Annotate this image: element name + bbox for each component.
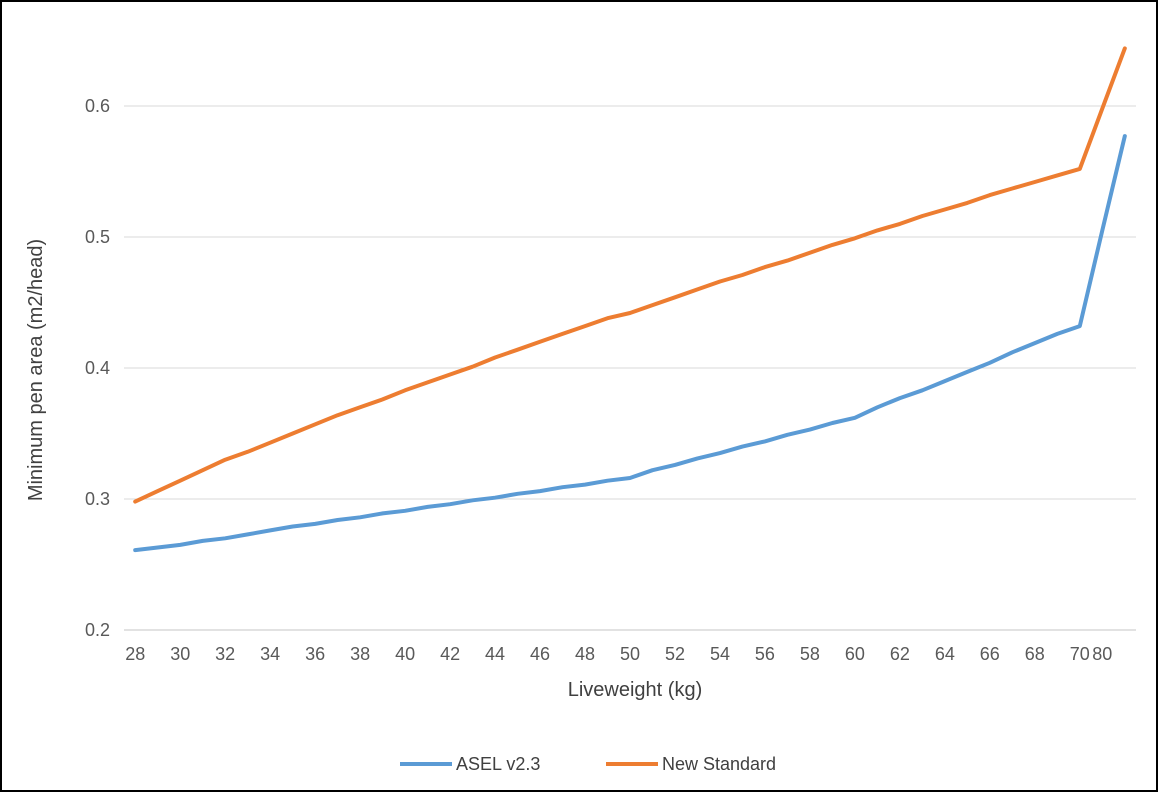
- y-tick-label: 0.3: [85, 489, 110, 509]
- y-tick-label: 0.2: [85, 620, 110, 640]
- x-axis-ticks: 28 30 32 34 36 38 40 42 44 46 48 50 52 54 56 58 60 62 64 66…: [125, 644, 1112, 664]
- x-tick-label: 50: [620, 644, 640, 664]
- x-tick-label: 30: [170, 644, 190, 664]
- x-tick-label: 28: [125, 644, 145, 664]
- y-tick-label: 0.4: [85, 358, 110, 378]
- x-tick-label: 32: [215, 644, 235, 664]
- y-axis-ticks: 0.2 0.3 0.4 0.5 0.6: [85, 96, 110, 640]
- x-tick-label: 62: [890, 644, 910, 664]
- x-tick-label: 54: [710, 644, 730, 664]
- x-tick-label: 70: [1070, 644, 1090, 664]
- x-tick-label: 36: [305, 644, 325, 664]
- legend-label: New Standard: [662, 754, 776, 774]
- x-tick-label: 58: [800, 644, 820, 664]
- series-line-asel-v2-3: [133, 134, 1127, 553]
- series-line-new-standard: [133, 46, 1127, 504]
- legend: ASEL v2.3 New Standard: [400, 754, 776, 774]
- x-tick-label: 56: [755, 644, 775, 664]
- x-tick-label: 64: [935, 644, 955, 664]
- x-tick-label: 68: [1025, 644, 1045, 664]
- gridlines: [124, 105, 1136, 500]
- legend-label: ASEL v2.3: [456, 754, 540, 774]
- x-tick-label: 52: [665, 644, 685, 664]
- x-tick-label: 48: [575, 644, 595, 664]
- x-tick-label: 42: [440, 644, 460, 664]
- x-tick-label: 40: [395, 644, 415, 664]
- series-lines: [133, 46, 1127, 553]
- x-axis-title: Liveweight (kg): [568, 679, 703, 701]
- x-tick-label: 80: [1092, 644, 1112, 664]
- y-tick-label: 0.5: [85, 227, 110, 247]
- y-axis-title: Minimum pen area (m2/head): [25, 239, 47, 501]
- x-tick-label: 44: [485, 644, 505, 664]
- y-tick-label: 0.6: [85, 96, 110, 116]
- x-tick-label: 60: [845, 644, 865, 664]
- x-tick-label: 38: [350, 644, 370, 664]
- x-tick-label: 66: [980, 644, 1000, 664]
- x-tick-label: 46: [530, 644, 550, 664]
- x-tick-label: 34: [260, 644, 280, 664]
